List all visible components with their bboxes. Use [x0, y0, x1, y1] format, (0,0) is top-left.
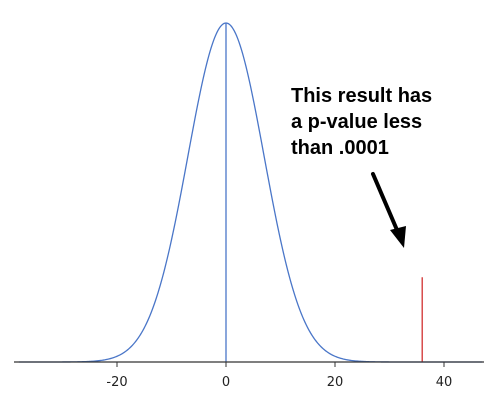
- x-tick-label: 20: [327, 375, 344, 390]
- annotation-line-3: than .0001: [291, 137, 389, 159]
- marker-layer: [225, 23, 423, 362]
- arrow-shaft: [371, 172, 402, 239]
- x-axis-ticks: -20 0 20 40: [106, 362, 452, 390]
- x-tick-label: 40: [436, 375, 453, 390]
- curve-layer: [18, 22, 483, 363]
- x-tick-label: 0: [222, 375, 230, 390]
- annotation-arrow: [371, 172, 406, 248]
- normal-curve: [18, 22, 483, 363]
- annotation-line-2: a p-value less: [291, 111, 422, 133]
- x-tick-label: -20: [106, 375, 127, 390]
- arrow-head: [390, 226, 406, 248]
- annotation-line-1: This result has: [291, 85, 432, 107]
- annotation: This result has a p-value less than .000…: [291, 85, 432, 159]
